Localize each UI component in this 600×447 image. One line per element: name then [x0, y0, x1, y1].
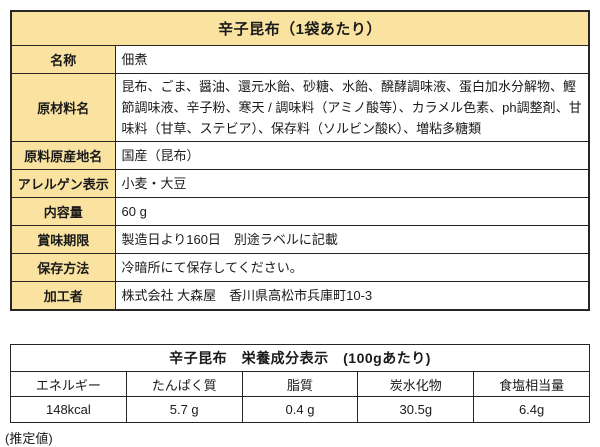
table-row: 辛子昆布 栄養成分表示 (100gあたり)	[10, 344, 590, 373]
row-value-net-weight: 60 g	[114, 197, 590, 227]
row-label-net-weight: 内容量	[10, 197, 116, 227]
row-storage: 保存方法 冷暗所にて保存してください。	[10, 253, 590, 283]
nutrition-value-row: 148kcal 5.7 g 0.4 g 30.5g 6.4g	[10, 396, 590, 424]
nutrition-col-salt: 食塩相当量	[473, 371, 590, 398]
product-title: 辛子昆布（1袋あたり）	[10, 10, 590, 46]
estimate-note: (推定値)	[5, 431, 53, 447]
row-ingredients: 原材料名 昆布、ごま、醤油、還元水飴、砂糖、水飴、醗酵調味液、蛋白加水分解物、鰹…	[10, 72, 590, 143]
nutrition-col-protein: たんぱく質	[125, 371, 243, 398]
product-info-table: 辛子昆布（1袋あたり） 名称 佃煮 原材料名 昆布、ごま、醤油、還元水飴、砂糖、…	[10, 10, 590, 312]
row-net-weight: 内容量 60 g	[10, 197, 590, 227]
row-label-allergen: アレルゲン表示	[10, 169, 116, 199]
row-label-origin: 原料原産地名	[10, 141, 116, 171]
row-label-ingredients: 原材料名	[10, 72, 116, 143]
row-value-name: 佃煮	[114, 45, 590, 74]
row-processor: 加工者 株式会社 大森屋 香川県高松市兵庫町10-3	[10, 281, 590, 311]
table-row: 辛子昆布（1袋あたり）	[10, 10, 590, 46]
nutrition-val-energy: 148kcal	[10, 396, 127, 424]
row-label-processor: 加工者	[10, 281, 116, 311]
row-origin: 原料原産地名 国産（昆布）	[10, 141, 590, 171]
nutrition-title: 辛子昆布 栄養成分表示 (100gあたり)	[10, 344, 590, 373]
row-value-allergen: 小麦・大豆	[114, 169, 590, 199]
row-value-processor: 株式会社 大森屋 香川県高松市兵庫町10-3	[114, 281, 590, 311]
row-allergen: アレルゲン表示 小麦・大豆	[10, 169, 590, 199]
row-name: 名称 佃煮	[10, 45, 590, 74]
nutrition-col-fat: 脂質	[241, 371, 359, 398]
nutrition-val-fat: 0.4 g	[241, 396, 359, 424]
row-label-shelf-life: 賞味期限	[10, 225, 116, 255]
nutrition-val-salt: 6.4g	[473, 396, 590, 424]
row-value-origin: 国産（昆布）	[114, 141, 590, 171]
nutrition-val-carbs: 30.5g	[357, 396, 475, 424]
nutrition-val-protein: 5.7 g	[125, 396, 243, 424]
row-label-storage: 保存方法	[10, 253, 116, 283]
nutrition-col-energy: エネルギー	[10, 371, 127, 398]
row-value-ingredients: 昆布、ごま、醤油、還元水飴、砂糖、水飴、醗酵調味液、蛋白加水分解物、鰹節調味液、…	[114, 72, 590, 143]
nutrition-table: 辛子昆布 栄養成分表示 (100gあたり) エネルギー たんぱく質 脂質 炭水化…	[10, 344, 590, 424]
nutrition-col-carbs: 炭水化物	[357, 371, 475, 398]
row-value-storage: 冷暗所にて保存してください。	[114, 253, 590, 283]
row-value-shelf-life: 製造日より160日 別途ラベルに記載	[114, 225, 590, 255]
nutrition-header-row: エネルギー たんぱく質 脂質 炭水化物 食塩相当量	[10, 371, 590, 398]
row-label-name: 名称	[10, 45, 116, 74]
row-shelf-life: 賞味期限 製造日より160日 別途ラベルに記載	[10, 225, 590, 255]
